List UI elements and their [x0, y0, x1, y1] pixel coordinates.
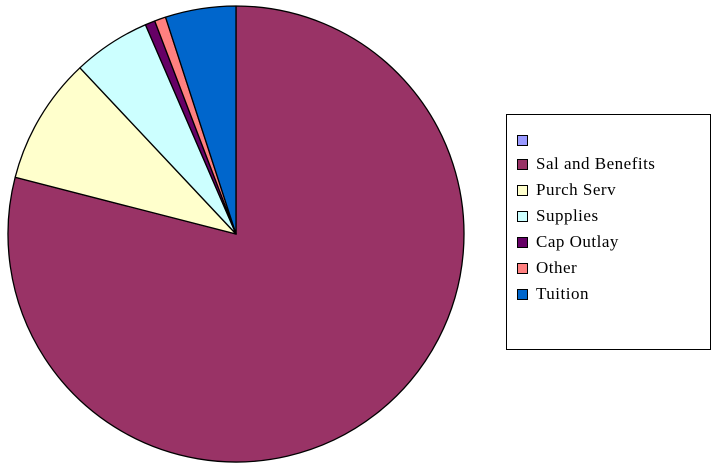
legend-swatch: [517, 184, 528, 196]
legend-item-tuition: Tuition: [517, 283, 589, 305]
legend: Sal and Benefits Purch Serv Supplies Cap…: [506, 114, 711, 350]
legend-item-cap-outlay: Cap Outlay: [517, 231, 619, 253]
pie-slice-purch-serv: [14, 67, 237, 235]
legend-label: Purch Serv: [536, 180, 617, 199]
legend-swatch: [517, 210, 528, 222]
legend-label: Sal and Benefits: [536, 154, 656, 173]
legend-label: Other: [536, 258, 578, 277]
legend-item-blank: [517, 129, 536, 151]
legend-item-purch-serv: Purch Serv: [517, 179, 616, 201]
legend-item-other: Other: [517, 257, 577, 279]
legend-label: Supplies: [536, 206, 599, 225]
legend-label: Tuition: [536, 284, 589, 303]
legend-item-supplies: Supplies: [517, 205, 599, 227]
legend-label: Cap Outlay: [536, 232, 619, 251]
legend-swatch: [517, 158, 528, 170]
legend-item-sal-and-benefits: Sal and Benefits: [517, 153, 655, 175]
pie-slice-tuition: [164, 5, 237, 235]
legend-swatch: [517, 262, 528, 274]
legend-swatch: [517, 288, 528, 300]
legend-swatch: [517, 236, 528, 248]
legend-swatch: [517, 134, 528, 146]
